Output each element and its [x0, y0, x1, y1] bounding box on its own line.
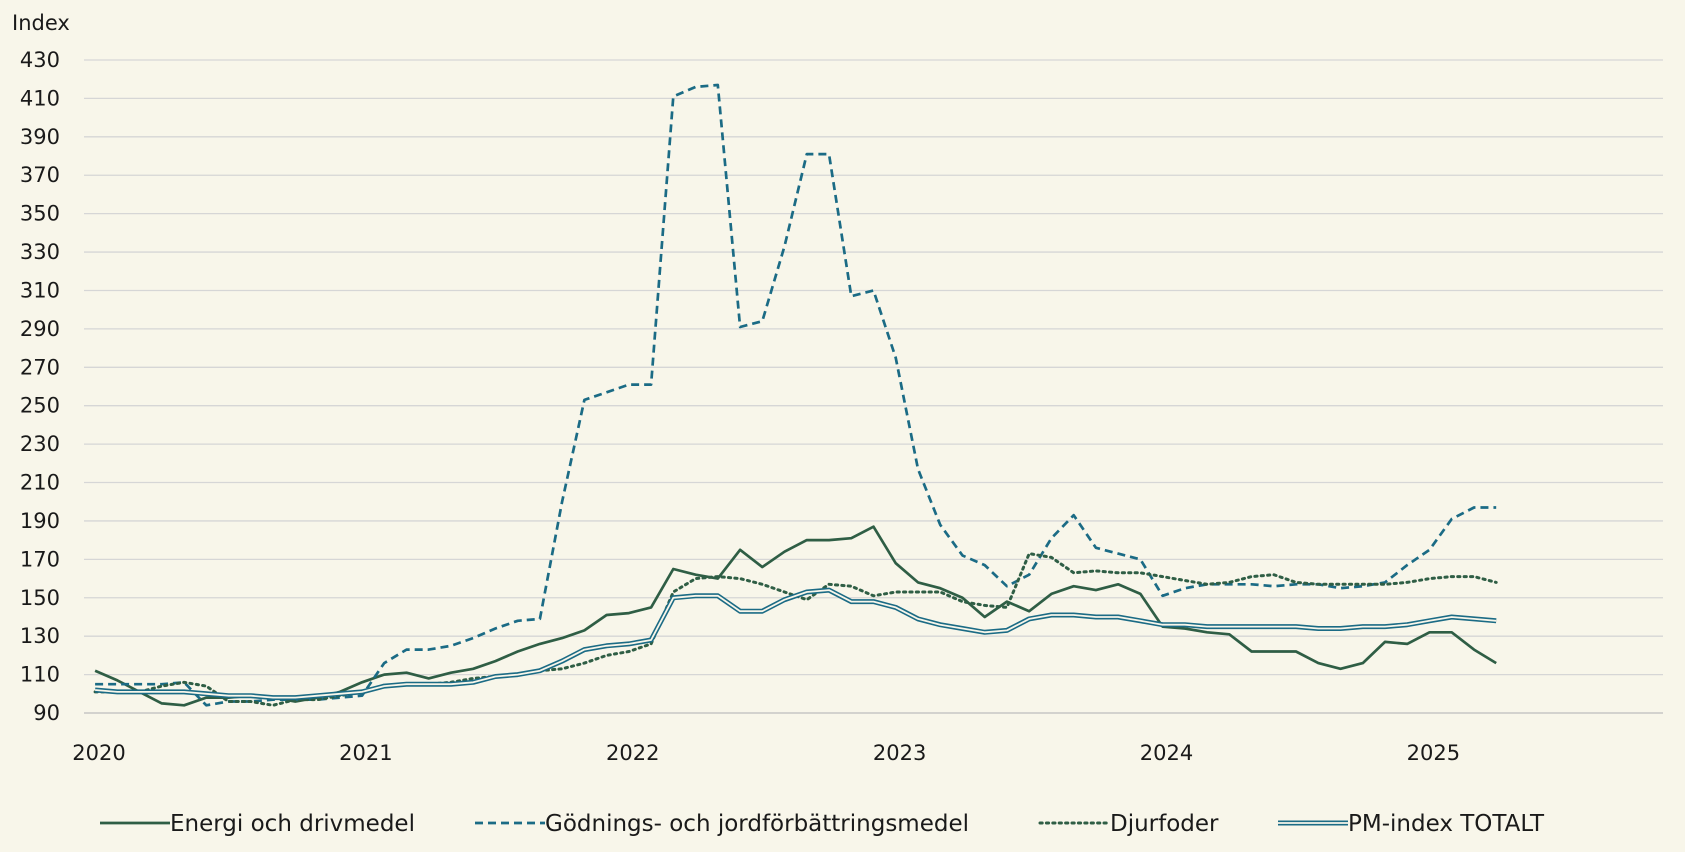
y-tick-label: 430 [20, 48, 60, 72]
series-1 [94, 525, 1497, 707]
y-tick-label: 210 [20, 471, 60, 495]
y-tick-label: 310 [20, 278, 60, 302]
series-4 [94, 587, 1497, 701]
y-axis-title: Index [12, 11, 70, 35]
legend-label: Energi och drivmedel [170, 811, 415, 837]
x-tick-label: 2022 [606, 741, 659, 765]
y-tick-label: 350 [20, 202, 60, 226]
series-2 [95, 83, 1497, 707]
legend-item: PM-index TOTALT [1278, 811, 1545, 837]
y-tick-label: 130 [20, 624, 60, 648]
x-tick-label: 2024 [1140, 741, 1193, 765]
x-tick-label: 2025 [1407, 741, 1460, 765]
y-tick-label: 150 [20, 586, 60, 610]
y-tick-label: 330 [20, 240, 60, 264]
series-group [93, 83, 1498, 707]
y-tick-label: 270 [20, 355, 60, 379]
series-line [93, 552, 1498, 707]
y-tick-label: 170 [20, 547, 60, 571]
legend-label: PM-index TOTALT [1348, 811, 1545, 837]
x-axis-ticks: 2020 2021 2022 2023 2024 2025 [72, 741, 1460, 765]
series-line [94, 525, 1497, 707]
series-line [95, 83, 1497, 707]
y-axis-ticks: 90 110 130 150 170 190 210 230 250 270 290 310 330 35… [20, 48, 60, 725]
y-tick-label: 250 [20, 394, 60, 418]
legend-label: Gödnings- och jordförbättringsmedel [545, 811, 969, 837]
series-3 [93, 552, 1498, 707]
y-tick-label: 370 [20, 163, 60, 187]
legend-label: Djurfoder [1110, 811, 1219, 837]
legend-item: Djurfoder [1038, 811, 1219, 837]
y-tick-label: 230 [20, 432, 60, 456]
y-tick-label: 190 [20, 509, 60, 533]
gridlines [84, 59, 1663, 714]
y-tick-label: 290 [20, 317, 60, 341]
legend: Energi och drivmedel Gödnings- och jordfö… [100, 811, 1545, 837]
legend-item: Gödnings- och jordförbättringsmedel [475, 811, 969, 837]
y-tick-label: 110 [20, 663, 60, 687]
y-tick-label: 390 [20, 125, 60, 149]
y-tick-label: 410 [20, 86, 60, 110]
series-line-outer [94, 587, 1497, 701]
x-tick-label: 2023 [873, 741, 926, 765]
x-tick-label: 2021 [339, 741, 392, 765]
x-tick-label: 2020 [72, 741, 125, 765]
legend-item: Energi och drivmedel [100, 811, 415, 837]
series-line-inner [95, 589, 1497, 699]
y-tick-label: 90 [33, 701, 60, 725]
